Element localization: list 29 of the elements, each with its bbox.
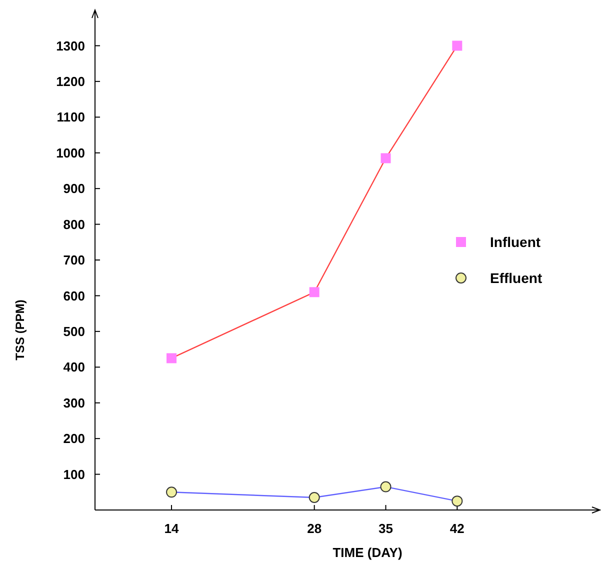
y-tick-label: 100 bbox=[63, 466, 85, 482]
point bbox=[166, 353, 177, 364]
y-tick-label: 900 bbox=[63, 181, 85, 196]
y-tick-label: 300 bbox=[63, 395, 85, 410]
point bbox=[166, 486, 178, 498]
y-tick-label: 600 bbox=[63, 288, 85, 304]
point bbox=[380, 481, 392, 492]
legend-label: Influent bbox=[490, 234, 541, 250]
y-tick-label: 800 bbox=[63, 216, 85, 232]
x-tick-label: 35 bbox=[378, 521, 393, 536]
legend-label: Effluent bbox=[490, 270, 542, 286]
x-axis-title: TIME (DAY) bbox=[332, 545, 402, 560]
y-tick-label: 1100 bbox=[56, 110, 85, 125]
x-tick-label: 42 bbox=[450, 521, 464, 536]
point bbox=[308, 492, 320, 503]
y-tick-label: 200 bbox=[63, 431, 85, 446]
y-tick-label: 1000 bbox=[56, 145, 85, 160]
point bbox=[380, 153, 391, 164]
y-tick-label: 1300 bbox=[56, 38, 85, 54]
y-tick-label: 700 bbox=[63, 252, 85, 268]
point bbox=[452, 496, 463, 507]
point bbox=[452, 40, 462, 51]
y-tick-label: 500 bbox=[63, 324, 85, 339]
point bbox=[309, 287, 320, 298]
x-tick-label: 28 bbox=[307, 521, 322, 536]
y-axis-title: TSS (PPM) bbox=[13, 300, 27, 360]
x-tick-label: 14 bbox=[164, 521, 180, 536]
y-tick-label: 1200 bbox=[56, 74, 85, 89]
y-tick-label: 400 bbox=[63, 360, 85, 375]
